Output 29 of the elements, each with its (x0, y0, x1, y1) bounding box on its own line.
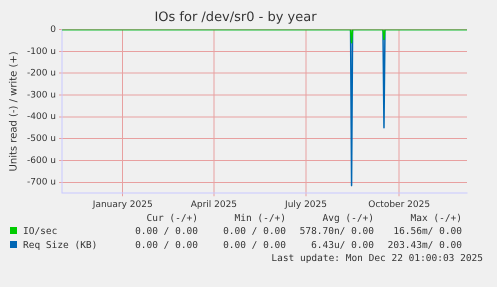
y-tick-label: -400 u (26, 112, 56, 122)
text: 0.00 / 0.00 (222, 225, 287, 239)
text: 16.56m/ 0.00 (392, 225, 463, 239)
y-tick-label: -500 u (26, 134, 56, 144)
y-tick-label: -700 u (26, 178, 56, 188)
y-tick-label: -600 u (26, 156, 56, 166)
x-tick-label: July 2025 (284, 200, 327, 210)
text: Avg (-/+) (322, 213, 375, 225)
legend-label: IO/sec (22, 225, 58, 239)
text: 0.00 / 0.00 (222, 239, 287, 253)
text: 578.70n/ 0.00 (298, 225, 375, 239)
y-axis-title: Units read (-) / write (+) (8, 51, 20, 172)
text: 203.43m/ 0.00 (386, 239, 463, 253)
x-tick-label: October 2025 (368, 200, 430, 210)
text: 0.00 / 0.00 (134, 225, 199, 239)
text: Max (-/+) (410, 213, 463, 225)
y-tick-label: 0 (50, 24, 56, 35)
text: 6.43u/ 0.00 (310, 239, 375, 253)
x-tick-label: January 2025 (92, 200, 153, 210)
legend-label: Req Size (KB) (22, 239, 98, 253)
text: Cur (-/+) (146, 213, 199, 225)
text: Min (-/+) (234, 213, 287, 225)
x-tick-label: April 2025 (190, 200, 238, 210)
y-tick-label: -300 u (26, 90, 56, 100)
y-tick-label: -100 u (26, 46, 56, 57)
text: Last update: Mon Dec 22 01:00:03 2025 (270, 253, 484, 265)
y-tick-label: -200 u (26, 68, 56, 79)
text: 0.00 / 0.00 (134, 239, 199, 253)
chart-title: IOs for /dev/sr0 - by year (154, 10, 318, 26)
